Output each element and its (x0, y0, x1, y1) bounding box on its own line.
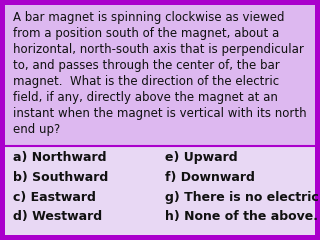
Text: f) Downward: f) Downward (165, 171, 255, 184)
Text: g) There is no electric field.: g) There is no electric field. (165, 191, 320, 204)
Text: h) None of the above.: h) None of the above. (165, 210, 318, 223)
Bar (5, 5, 315, 146)
Text: b) Southward: b) Southward (13, 171, 108, 184)
Text: A bar magnet is spinning clockwise as viewed
from a position south of the magnet: A bar magnet is spinning clockwise as vi… (13, 11, 307, 136)
Text: a) Northward: a) Northward (13, 151, 107, 164)
Text: c) Eastward: c) Eastward (13, 191, 96, 204)
Text: e) Upward: e) Upward (165, 151, 238, 164)
Text: d) Westward: d) Westward (13, 210, 102, 223)
Bar (5, 146, 315, 235)
